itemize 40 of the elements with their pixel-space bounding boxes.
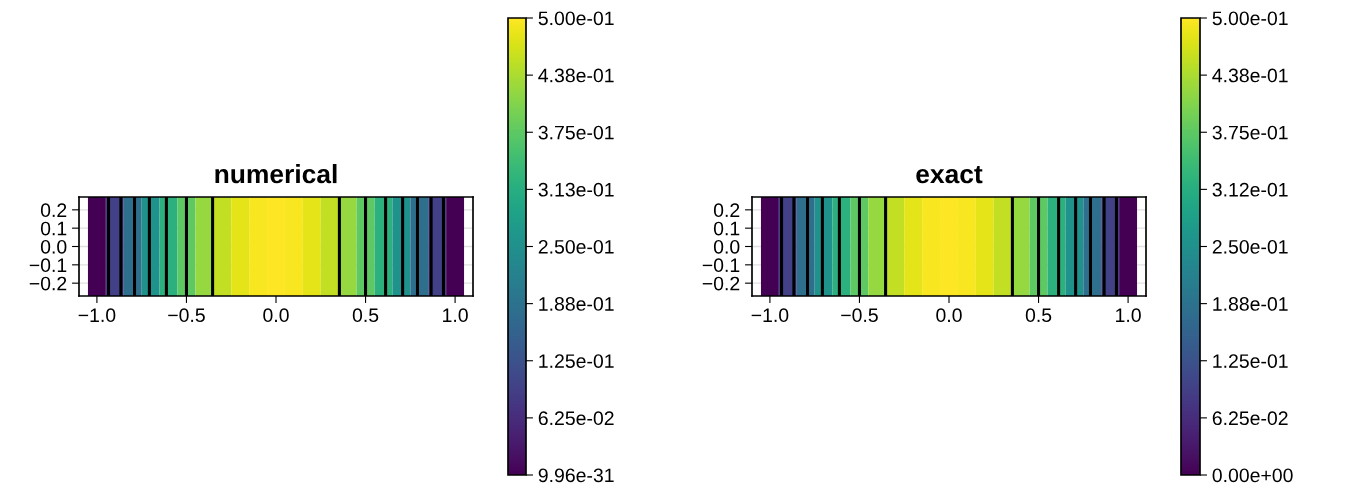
x-tick-label: 1.0 — [1116, 308, 1141, 323]
x-tick-label: 0.0 — [936, 308, 962, 323]
color-bar-label: 5.00e-01 — [1212, 11, 1288, 26]
x-tick-label: 0.5 — [352, 308, 379, 323]
x-tick-label: 0.5 — [1025, 308, 1052, 323]
color-bar-label: 3.75e-01 — [1212, 125, 1288, 140]
color-bar-label: 1.25e-01 — [1213, 354, 1288, 368]
x-tick-label: −1.0 — [78, 308, 116, 323]
color-bar-label: 3.13e-01 — [538, 182, 614, 197]
color-bar-label: 4.38e-01 — [538, 68, 614, 83]
color-bar-label: 1.25e-01 — [539, 354, 614, 368]
y-tick-label: −0.2 — [702, 276, 740, 291]
y-tick-label: 0.0 — [713, 239, 740, 254]
chart-title: exact — [916, 165, 983, 184]
x-tick-label: −0.5 — [841, 308, 878, 323]
color-bar-label: 5.00e-01 — [538, 11, 614, 26]
y-tick-label: 0.2 — [713, 203, 740, 218]
color-bar-label: 3.75e-01 — [538, 125, 614, 140]
y-tick-label: −0.1 — [29, 258, 67, 273]
color-bar-label: 2.50e-01 — [1212, 239, 1288, 254]
x-tick-label: 0.0 — [263, 308, 289, 323]
color-bar-label: 1.88e-01 — [539, 297, 614, 311]
chart-title: numerical — [215, 163, 337, 184]
y-tick-label: 0.2 — [40, 203, 67, 218]
color-bar-label: 1.88e-01 — [1213, 297, 1288, 311]
color-bar-label: 6.25e-02 — [538, 411, 614, 426]
color-bar-label: 0.00e+00 — [1212, 468, 1293, 483]
color-bar-label: 9.96e-31 — [538, 468, 614, 483]
x-tick-label: −1.0 — [751, 308, 789, 323]
color-bar-label: 4.38e-01 — [1212, 68, 1288, 83]
y-tick-label: −0.1 — [702, 258, 740, 273]
x-tick-label: 1.0 — [443, 308, 468, 323]
x-tick-label: −0.5 — [168, 308, 205, 323]
color-bar-label: 6.25e-02 — [1212, 411, 1288, 426]
y-tick-label: 0.1 — [40, 221, 67, 236]
color-bar-label: 2.50e-01 — [538, 239, 614, 254]
color-bar-label: 3.12e-01 — [1212, 182, 1288, 197]
y-tick-label: 0.0 — [40, 239, 67, 254]
y-tick-label: 0.1 — [713, 221, 740, 236]
y-tick-label: −0.2 — [29, 276, 67, 291]
